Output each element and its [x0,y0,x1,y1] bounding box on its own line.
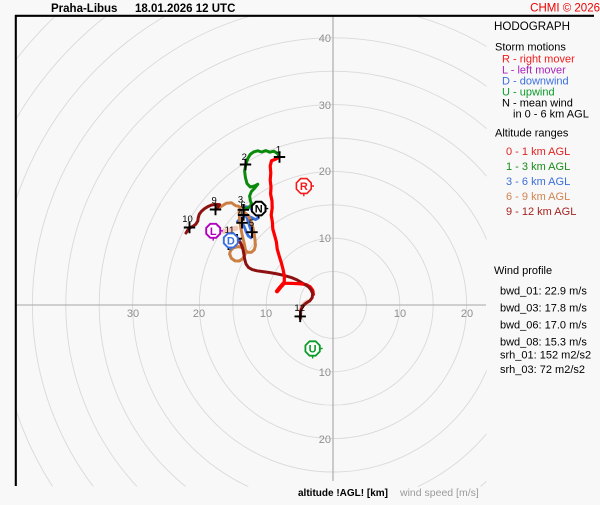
svg-text:6 - 9 km AGL: 6 - 9 km AGL [506,191,570,203]
svg-text:1 - 3 km AGL: 1 - 3 km AGL [506,161,570,173]
svg-text:L: L [210,226,217,238]
svg-text:10: 10 [394,308,406,320]
svg-text:Wind profile: Wind profile [494,265,552,277]
svg-text:9: 9 [212,196,217,207]
svg-text:U: U [309,344,317,356]
svg-text:CHMI © 2026: CHMI © 2026 [530,3,600,15]
svg-text:2: 2 [242,152,247,163]
svg-text:5: 5 [249,218,254,229]
svg-text:10: 10 [182,214,193,225]
svg-text:10: 10 [319,367,331,379]
svg-text:20: 20 [319,166,331,178]
svg-text:20: 20 [461,308,473,320]
svg-text:R: R [300,181,308,193]
svg-text:1: 1 [276,144,281,155]
svg-text:R - right mover: R - right mover [502,54,575,66]
svg-text:Praha-Libus: Praha-Libus [51,3,117,15]
svg-text:4: 4 [238,208,243,219]
svg-text:18.01.2026 12 UTC: 18.01.2026 12 UTC [135,3,235,15]
svg-text:6: 6 [241,200,246,211]
svg-text:bwd_03: 17.8 m/s: bwd_03: 17.8 m/s [500,303,587,315]
svg-text:30: 30 [127,308,139,320]
svg-text:D: D [227,235,235,247]
svg-text:9 - 12 km AGL: 9 - 12 km AGL [506,206,576,218]
svg-text:D - downwind: D - downwind [502,76,569,88]
svg-text:12: 12 [294,303,305,314]
svg-text:20: 20 [193,308,205,320]
svg-text:3 - 6 km AGL: 3 - 6 km AGL [506,176,570,188]
svg-text:30: 30 [319,100,331,112]
svg-text:bwd_08: 15.3 m/s: bwd_08: 15.3 m/s [500,337,587,349]
svg-text:3: 3 [238,195,243,206]
svg-text:Altitude ranges: Altitude ranges [495,128,569,140]
svg-text:srh_03: 72 m2/s2: srh_03: 72 m2/s2 [500,364,585,376]
svg-text:0 - 1 km AGL: 0 - 1 km AGL [506,146,570,158]
svg-text:20: 20 [319,434,331,446]
svg-text:in 0 - 6 km AGL: in 0 - 6 km AGL [513,109,589,121]
svg-text:srh_01: 152 m2/s2: srh_01: 152 m2/s2 [500,350,591,362]
svg-text:11: 11 [225,225,235,236]
svg-text:10: 10 [260,308,272,320]
svg-text:N - mean wind: N - mean wind [502,98,573,110]
svg-text:10: 10 [319,233,331,245]
svg-text:U - upwind: U - upwind [502,87,555,99]
svg-text:Storm motions: Storm motions [495,42,566,54]
svg-text:40: 40 [319,33,331,45]
svg-text:altitude !AGL! [km]: altitude !AGL! [km] [298,488,388,499]
svg-text:N: N [255,204,263,216]
svg-text:HODOGRAPH: HODOGRAPH [494,20,570,33]
svg-text:wind speed [m/s]: wind speed [m/s] [399,487,479,499]
svg-text:bwd_01: 22.9 m/s: bwd_01: 22.9 m/s [500,286,587,298]
svg-text:bwd_06: 17.0 m/s: bwd_06: 17.0 m/s [500,320,587,332]
svg-text:L - left mover: L - left mover [502,65,566,77]
